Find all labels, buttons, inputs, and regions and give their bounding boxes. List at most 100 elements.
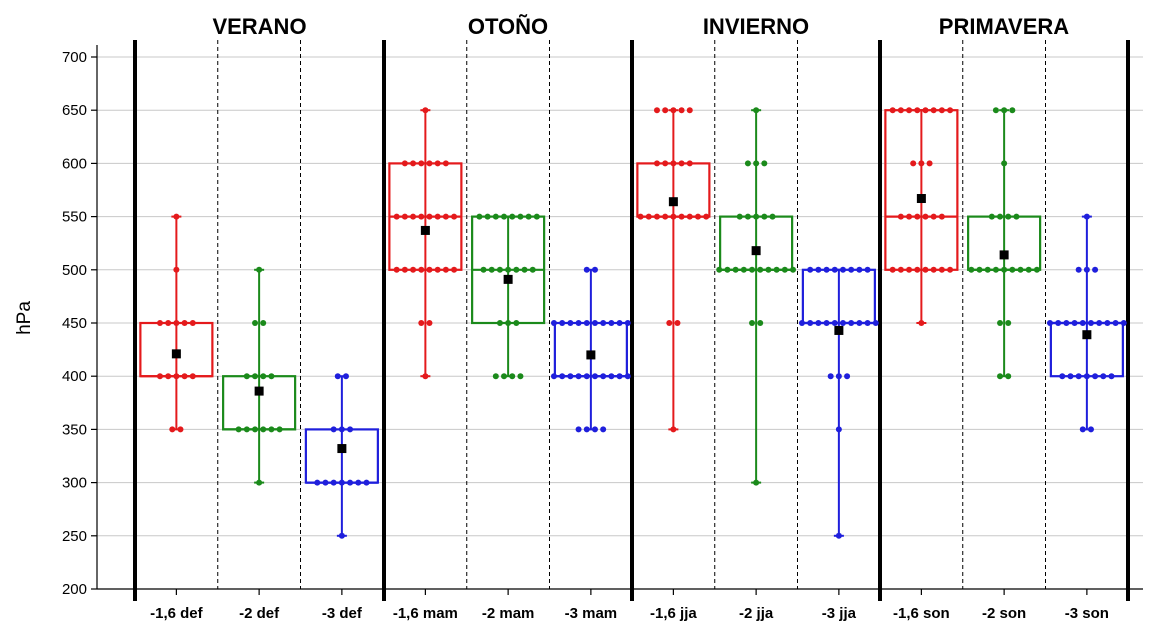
data-point xyxy=(749,320,756,326)
box--2-mam xyxy=(471,213,546,380)
data-point xyxy=(235,426,242,433)
box-rect xyxy=(884,109,959,271)
data-point xyxy=(338,532,345,539)
data-point xyxy=(653,160,660,167)
data-point xyxy=(997,373,1004,380)
y-tick-label: 600 xyxy=(62,155,87,172)
data-point xyxy=(674,320,681,326)
data-point xyxy=(765,266,772,273)
data-point xyxy=(509,213,516,220)
data-point xyxy=(1083,213,1090,220)
data-point xyxy=(501,373,508,380)
data-point xyxy=(839,320,846,326)
mean-marker xyxy=(668,197,678,207)
data-point xyxy=(781,266,788,273)
data-point xyxy=(583,320,590,326)
box-plots xyxy=(139,107,1127,539)
data-point xyxy=(496,320,503,326)
category-label: -2 def xyxy=(239,605,280,622)
box--1-6-mam xyxy=(388,107,463,380)
data-point xyxy=(243,426,250,433)
grid-lines xyxy=(97,56,1143,537)
data-point xyxy=(831,266,838,273)
data-point xyxy=(1067,373,1074,380)
data-point xyxy=(488,266,495,273)
data-point xyxy=(856,266,863,273)
mean-marker xyxy=(999,250,1009,260)
data-point xyxy=(1033,266,1040,273)
data-point xyxy=(583,426,590,433)
data-point xyxy=(173,213,180,220)
data-point xyxy=(914,213,921,220)
data-point xyxy=(165,373,172,380)
y-axis-title: hPa xyxy=(14,301,35,335)
box--1-6-son xyxy=(884,107,959,326)
data-point xyxy=(1009,266,1016,273)
data-point xyxy=(716,266,723,273)
data-point xyxy=(401,266,408,273)
data-point xyxy=(653,213,660,220)
data-point xyxy=(550,320,557,326)
mean-marker xyxy=(337,444,347,454)
data-point xyxy=(757,266,764,273)
data-point xyxy=(897,107,904,114)
data-point xyxy=(410,266,417,273)
data-point xyxy=(529,266,536,273)
data-point xyxy=(1075,373,1082,380)
box--1-6-def xyxy=(139,213,214,433)
data-point xyxy=(181,320,188,326)
data-point xyxy=(550,373,557,380)
y-tick-label: 500 xyxy=(62,262,87,279)
data-point xyxy=(256,266,263,273)
data-point xyxy=(831,320,838,326)
data-point xyxy=(947,107,954,114)
data-point xyxy=(156,320,163,326)
data-point xyxy=(753,160,760,167)
data-point xyxy=(410,160,417,167)
data-point xyxy=(347,479,354,486)
data-point xyxy=(749,266,756,273)
data-point xyxy=(864,320,871,326)
data-point xyxy=(559,320,566,326)
data-point xyxy=(426,320,433,326)
data-point xyxy=(1104,320,1111,326)
data-point xyxy=(906,266,913,273)
data-point xyxy=(165,320,172,326)
data-point xyxy=(926,160,933,167)
data-point xyxy=(252,373,259,380)
category-label: -3 jja xyxy=(822,605,857,622)
data-point xyxy=(823,320,830,326)
data-point xyxy=(897,213,904,220)
data-point xyxy=(798,320,805,326)
data-point xyxy=(426,266,433,273)
data-point xyxy=(608,373,615,380)
data-point xyxy=(1087,426,1094,433)
data-point xyxy=(260,426,267,433)
data-point xyxy=(670,426,677,433)
mean-marker xyxy=(834,325,844,335)
data-point xyxy=(600,320,607,326)
data-point xyxy=(442,266,449,273)
data-point xyxy=(525,213,532,220)
data-point xyxy=(997,320,1004,326)
data-point xyxy=(492,213,499,220)
y-tick-label: 250 xyxy=(62,528,87,545)
data-point xyxy=(670,213,677,220)
data-point xyxy=(976,266,983,273)
data-point xyxy=(815,320,822,326)
data-point xyxy=(938,107,945,114)
data-point xyxy=(1096,320,1103,326)
data-point xyxy=(1075,266,1082,273)
data-point xyxy=(761,213,768,220)
data-point xyxy=(992,107,999,114)
data-point xyxy=(1100,373,1107,380)
data-point xyxy=(769,213,776,220)
data-point xyxy=(724,266,731,273)
axes xyxy=(91,45,1143,595)
data-point xyxy=(575,373,582,380)
box--2-jja xyxy=(716,107,797,486)
data-point xyxy=(645,213,652,220)
mean-marker xyxy=(503,274,513,284)
data-point xyxy=(1025,266,1032,273)
